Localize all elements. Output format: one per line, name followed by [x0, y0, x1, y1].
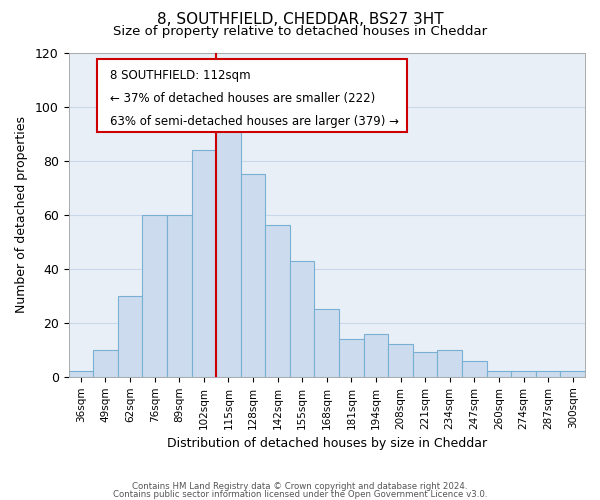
Bar [413, 352, 437, 377]
Bar [364, 334, 388, 377]
Bar [265, 226, 290, 377]
Text: Contains HM Land Registry data © Crown copyright and database right 2024.: Contains HM Land Registry data © Crown c… [132, 482, 468, 491]
Text: Size of property relative to detached houses in Cheddar: Size of property relative to detached ho… [113, 25, 487, 38]
Bar [511, 372, 536, 377]
Y-axis label: Number of detached properties: Number of detached properties [15, 116, 28, 313]
Bar [118, 296, 142, 377]
X-axis label: Distribution of detached houses by size in Cheddar: Distribution of detached houses by size … [167, 437, 487, 450]
FancyBboxPatch shape [97, 59, 407, 132]
Bar [68, 372, 93, 377]
Bar [487, 372, 511, 377]
Text: Contains public sector information licensed under the Open Government Licence v3: Contains public sector information licen… [113, 490, 487, 499]
Text: ← 37% of detached houses are smaller (222): ← 37% of detached houses are smaller (22… [110, 92, 375, 105]
Bar [437, 350, 462, 377]
Text: 63% of semi-detached houses are larger (379) →: 63% of semi-detached houses are larger (… [110, 116, 399, 128]
Bar [388, 344, 413, 377]
Bar [93, 350, 118, 377]
Bar [191, 150, 216, 377]
Bar [290, 260, 314, 377]
Bar [142, 214, 167, 377]
Bar [339, 339, 364, 377]
Bar [167, 214, 191, 377]
Text: 8, SOUTHFIELD, CHEDDAR, BS27 3HT: 8, SOUTHFIELD, CHEDDAR, BS27 3HT [157, 12, 443, 28]
Bar [314, 310, 339, 377]
Bar [560, 372, 585, 377]
Text: 8 SOUTHFIELD: 112sqm: 8 SOUTHFIELD: 112sqm [110, 68, 250, 82]
Bar [216, 110, 241, 377]
Bar [536, 372, 560, 377]
Bar [241, 174, 265, 377]
Bar [462, 360, 487, 377]
